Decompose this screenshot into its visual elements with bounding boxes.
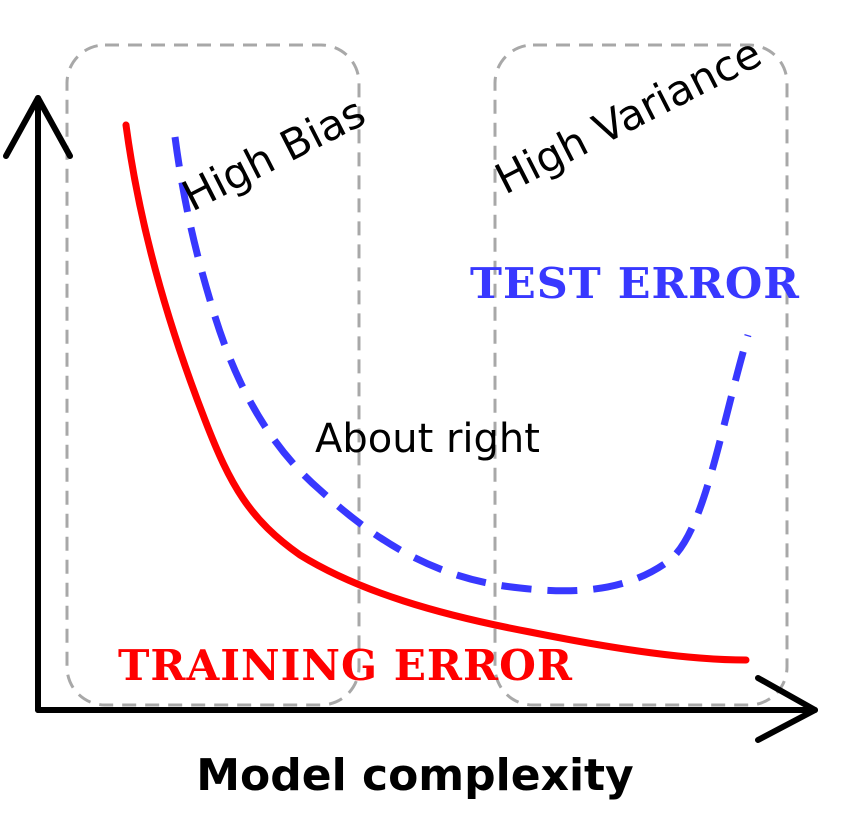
high-bias-label: High Bias (174, 87, 373, 221)
y-axis-arrowhead (3, 95, 73, 159)
x-axis-arrowhead (755, 675, 818, 743)
high-variance-label: High Variance (487, 28, 769, 204)
training-error-curve (122, 121, 750, 664)
training-error-label: TRAINING ERROR (118, 641, 573, 690)
axes (3, 95, 818, 743)
x-axis-label: Model complexity (196, 750, 634, 801)
about-right-label: About right (315, 416, 540, 462)
test-error-label: TEST ERROR (470, 259, 800, 308)
test-error-curve (171, 136, 752, 595)
